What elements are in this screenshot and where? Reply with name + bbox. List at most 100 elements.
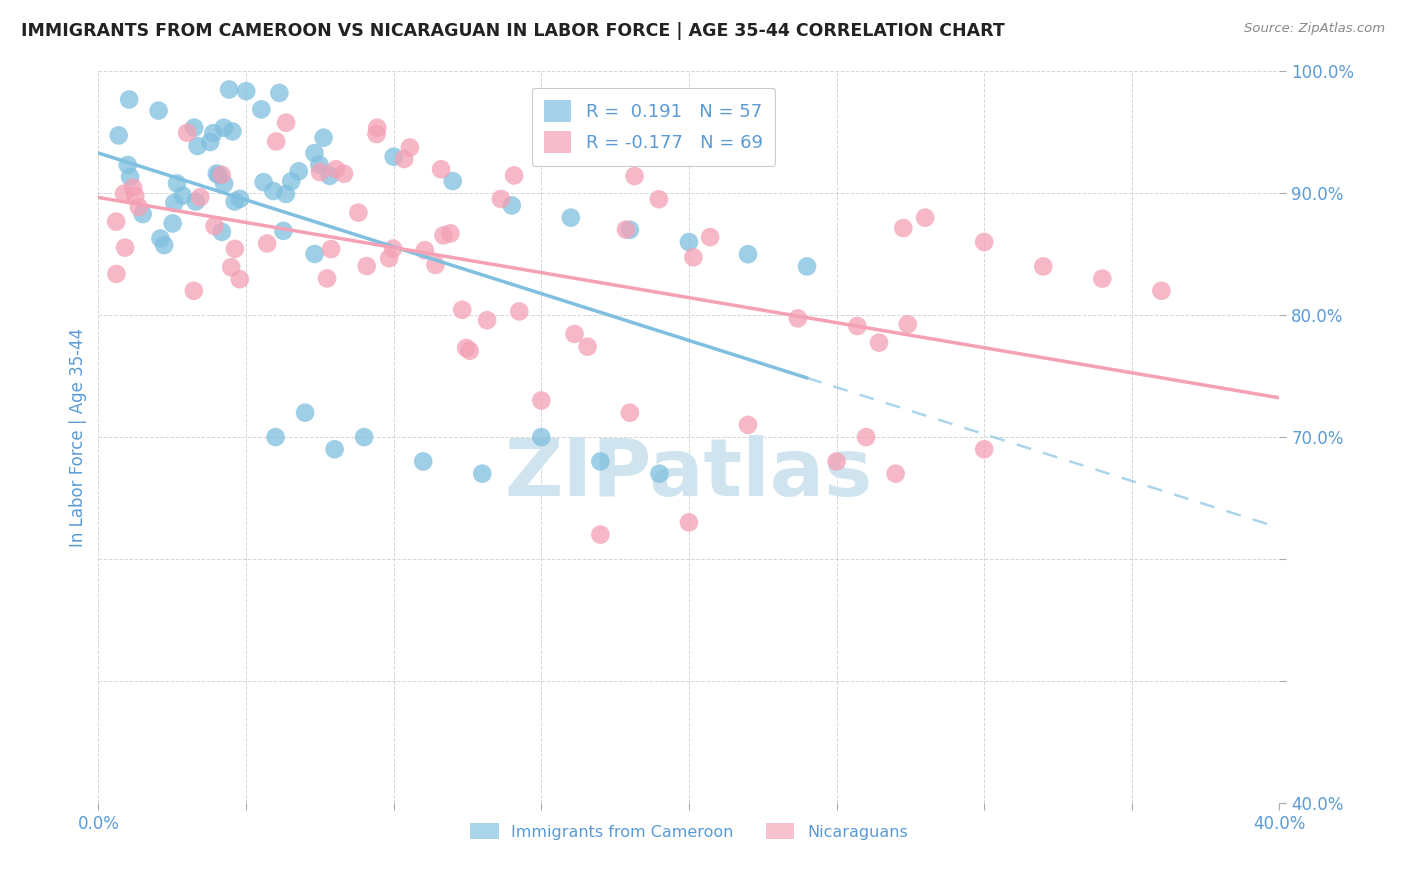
Point xyxy=(589,527,612,541)
Point xyxy=(162,216,184,230)
Point xyxy=(172,188,194,202)
Point xyxy=(212,177,235,191)
Point xyxy=(737,247,759,261)
Point xyxy=(308,158,330,172)
Point xyxy=(221,124,243,138)
Point xyxy=(508,304,530,318)
Point xyxy=(105,267,128,281)
Point xyxy=(619,406,641,420)
Point xyxy=(176,126,198,140)
Text: IMMIGRANTS FROM CAMEROON VS NICARAGUAN IN LABOR FORCE | AGE 35-44 CORRELATION CH: IMMIGRANTS FROM CAMEROON VS NICARAGUAN I… xyxy=(21,22,1005,40)
Legend: Immigrants from Cameroon, Nicaraguans: Immigrants from Cameroon, Nicaraguans xyxy=(464,817,914,846)
Point xyxy=(264,430,287,444)
Point xyxy=(458,343,481,358)
Point xyxy=(148,103,170,118)
Point xyxy=(430,162,453,177)
Point xyxy=(378,251,401,265)
Point xyxy=(619,223,641,237)
Point xyxy=(456,341,478,355)
Point xyxy=(399,140,422,154)
Point xyxy=(319,169,342,183)
Point xyxy=(786,311,808,326)
Point xyxy=(737,417,759,432)
Point xyxy=(163,196,186,211)
Point xyxy=(425,258,447,272)
Point xyxy=(564,326,586,341)
Point xyxy=(264,135,287,149)
Point xyxy=(347,205,370,219)
Point xyxy=(316,271,339,285)
Point xyxy=(868,335,890,350)
Point xyxy=(825,454,848,468)
Point xyxy=(105,214,128,228)
Point xyxy=(166,177,188,191)
Point xyxy=(183,120,205,135)
Point xyxy=(273,224,295,238)
Point xyxy=(204,219,226,233)
Point xyxy=(1032,260,1054,274)
Point xyxy=(229,272,252,286)
Point xyxy=(699,230,721,244)
Point xyxy=(235,84,257,98)
Point xyxy=(107,128,129,143)
Point xyxy=(560,211,582,225)
Point xyxy=(287,164,309,178)
Point xyxy=(118,93,141,107)
Point xyxy=(149,231,172,245)
Point xyxy=(503,169,526,183)
Point xyxy=(200,135,222,149)
Point xyxy=(256,236,278,251)
Point xyxy=(648,467,671,481)
Point xyxy=(183,284,205,298)
Point xyxy=(356,259,378,273)
Point xyxy=(576,340,599,354)
Point xyxy=(184,194,207,209)
Point xyxy=(202,126,225,140)
Point xyxy=(112,186,135,201)
Point xyxy=(530,430,553,444)
Point xyxy=(188,190,211,204)
Point xyxy=(252,175,274,189)
Point xyxy=(120,169,142,184)
Point xyxy=(218,82,240,96)
Point xyxy=(250,103,273,117)
Point xyxy=(682,250,704,264)
Point xyxy=(280,174,302,188)
Point xyxy=(973,235,995,249)
Point xyxy=(796,260,818,274)
Point xyxy=(122,180,145,194)
Point xyxy=(208,168,231,182)
Point xyxy=(366,127,388,141)
Point xyxy=(973,442,995,457)
Point xyxy=(1150,284,1173,298)
Y-axis label: In Labor Force | Age 35-44: In Labor Force | Age 35-44 xyxy=(69,327,87,547)
Point xyxy=(501,198,523,212)
Point xyxy=(451,302,474,317)
Point xyxy=(392,152,415,166)
Point xyxy=(309,165,332,179)
Point xyxy=(325,162,347,177)
Point xyxy=(614,222,637,236)
Point xyxy=(678,516,700,530)
Point xyxy=(333,167,356,181)
Point xyxy=(274,186,297,201)
Point xyxy=(382,242,405,256)
Point xyxy=(353,430,375,444)
Point xyxy=(274,116,297,130)
Point xyxy=(382,150,405,164)
Point xyxy=(475,313,498,327)
Point xyxy=(128,200,150,214)
Point xyxy=(884,467,907,481)
Point xyxy=(124,188,146,202)
Point xyxy=(211,168,233,182)
Point xyxy=(262,184,284,198)
Point xyxy=(211,225,233,239)
Point xyxy=(441,174,464,188)
Point xyxy=(323,442,346,457)
Point xyxy=(413,244,436,258)
Point xyxy=(219,260,242,275)
Point xyxy=(212,120,235,135)
Point xyxy=(530,393,553,408)
Point xyxy=(224,242,246,256)
Point xyxy=(914,211,936,225)
